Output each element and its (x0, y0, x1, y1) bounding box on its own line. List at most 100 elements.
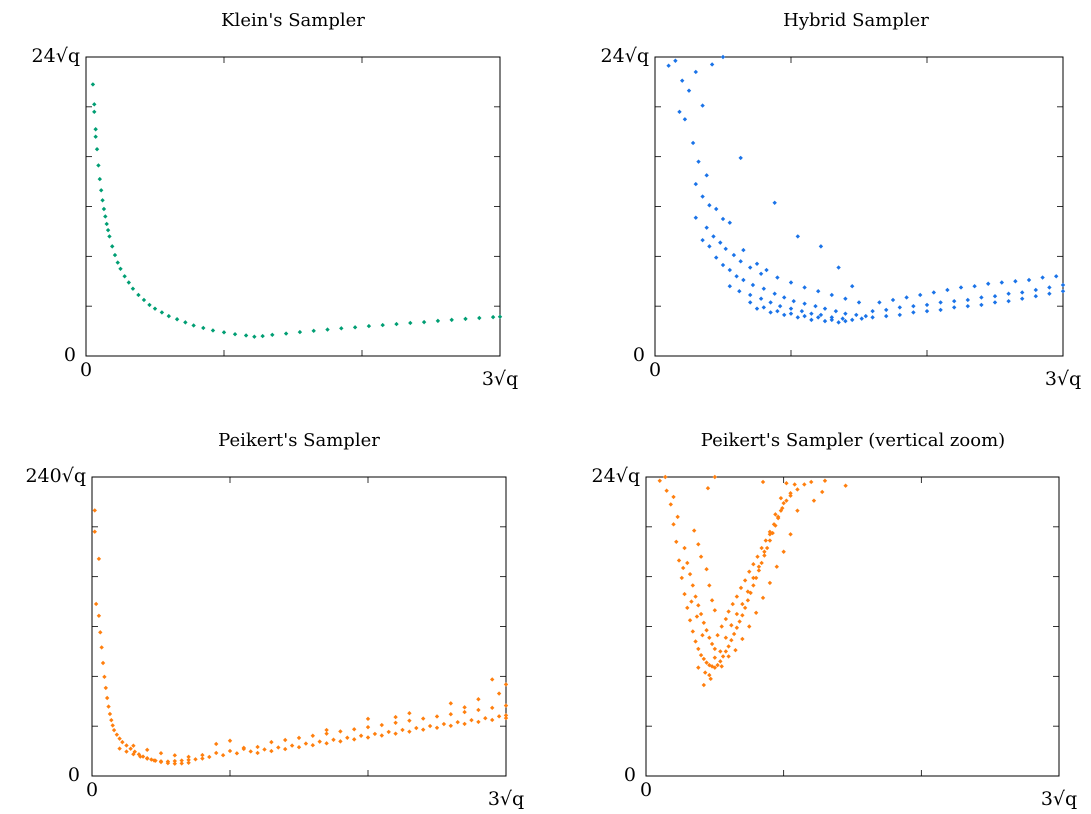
data-point (252, 334, 257, 339)
data-point (682, 545, 687, 551)
plot-frame (645, 476, 1060, 777)
data-point (760, 595, 766, 601)
data-point (1006, 298, 1011, 304)
data-point (476, 719, 481, 725)
data-point (172, 758, 177, 764)
data-point (324, 731, 329, 736)
data-point (1020, 296, 1025, 301)
tick-marks (646, 477, 1059, 776)
data-point (780, 505, 785, 511)
data-point (92, 529, 97, 534)
data-point (761, 305, 766, 310)
data-point (122, 274, 127, 279)
data-point (965, 303, 970, 309)
data-point (96, 163, 101, 168)
data-point (140, 754, 146, 759)
data-point (756, 568, 762, 573)
data-point (151, 758, 157, 763)
tick-marks (86, 57, 500, 356)
data-point (747, 569, 752, 574)
data-point (490, 314, 496, 320)
data-point (310, 743, 315, 748)
data-point (715, 633, 720, 638)
data-point (131, 751, 136, 757)
data-point (829, 317, 834, 323)
data-point (674, 539, 679, 544)
data-point (690, 629, 696, 634)
data-point (120, 739, 125, 745)
data-point (748, 292, 753, 298)
data-point (704, 173, 709, 178)
data-point (671, 494, 676, 500)
data-point (497, 314, 503, 319)
data-point (709, 641, 715, 647)
data-point (707, 203, 712, 208)
data-point (126, 280, 131, 285)
data-point (441, 721, 447, 727)
data-point (696, 542, 701, 547)
data-point (365, 724, 371, 730)
data-point (729, 623, 734, 628)
scatter-series (92, 508, 509, 766)
data-point (201, 325, 206, 331)
data-point (462, 721, 467, 727)
data-point (352, 325, 358, 330)
data-point (791, 298, 796, 304)
data-point (664, 488, 669, 493)
plot-frame (85, 56, 501, 357)
data-point (833, 308, 839, 314)
data-point (758, 271, 764, 276)
data-point (427, 723, 433, 729)
data-point (232, 331, 238, 337)
data-point (338, 739, 343, 744)
data-point (952, 298, 957, 304)
data-point (675, 514, 680, 520)
data-point (704, 628, 709, 633)
data-point (696, 159, 701, 164)
data-point (700, 194, 705, 199)
data-point (979, 295, 984, 300)
data-point (751, 562, 756, 567)
chart-title: Peikert's Sampler (218, 430, 380, 451)
data-point (863, 313, 868, 319)
data-point (788, 493, 793, 498)
data-point (758, 296, 764, 301)
data-point (102, 674, 107, 680)
data-point (676, 558, 682, 563)
data-point (448, 701, 453, 706)
data-point (434, 714, 440, 719)
data-point (269, 748, 274, 754)
data-point (773, 523, 778, 528)
data-point (1040, 275, 1045, 280)
data-point (802, 482, 807, 487)
data-point (759, 560, 764, 566)
data-point (407, 711, 412, 716)
data-point (704, 660, 709, 665)
x-max-tick-label: 3√q (1045, 368, 1081, 390)
data-point (421, 319, 427, 325)
data-point (227, 738, 233, 743)
data-point (690, 140, 696, 146)
data-point (311, 328, 316, 334)
data-point (1060, 282, 1066, 288)
data-point (767, 532, 773, 537)
data-point (503, 713, 509, 718)
data-point (897, 305, 902, 310)
data-point (1020, 290, 1025, 295)
data-point (262, 747, 267, 752)
data-point (707, 672, 712, 678)
data-point (339, 326, 344, 331)
data-point (158, 759, 164, 765)
data-point (748, 590, 753, 596)
data-point (317, 739, 322, 744)
data-point (183, 320, 188, 325)
data-point (734, 611, 740, 617)
data-point (496, 714, 502, 719)
data-point (818, 312, 824, 318)
data-point (802, 313, 807, 319)
data-point (718, 659, 723, 664)
data-point (93, 127, 98, 132)
data-point (106, 704, 111, 709)
data-point (714, 206, 719, 212)
data-point (972, 284, 977, 289)
